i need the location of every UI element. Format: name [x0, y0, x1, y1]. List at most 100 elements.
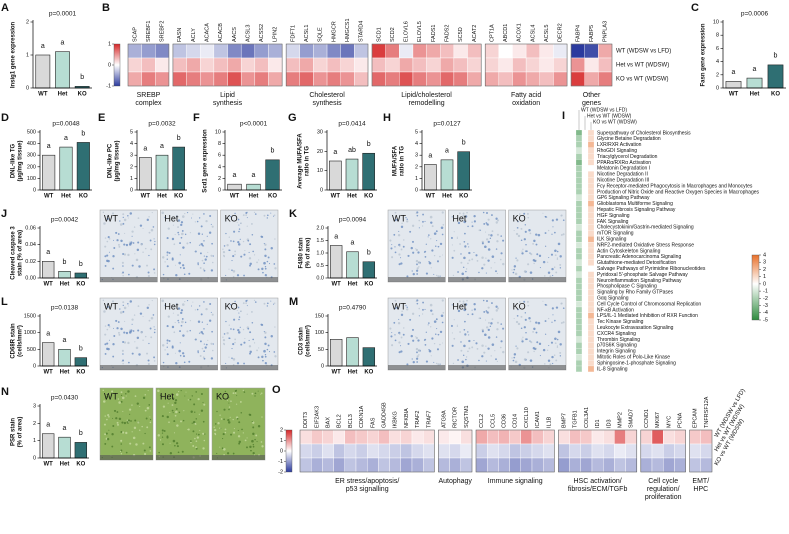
- texture-dot: [520, 315, 523, 318]
- heatmap-cell: [651, 429, 664, 445]
- texture-dot: [440, 314, 444, 318]
- texture-dot: [104, 237, 107, 239]
- bar: [725, 81, 742, 89]
- y-tick-label: 100: [315, 330, 324, 336]
- texture-dot: [394, 299, 397, 302]
- column-label: FABP4: [575, 25, 581, 42]
- texture-dot: [471, 221, 473, 223]
- texture-dot: [167, 315, 170, 318]
- column-label: ELOVL6: [404, 21, 410, 42]
- group-label: synthesis: [312, 100, 342, 107]
- texture-dot: [166, 237, 169, 240]
- bar: [440, 159, 454, 191]
- texture-dot: [106, 342, 109, 345]
- heatmap-cell: [581, 324, 589, 331]
- texture-dot: [261, 267, 264, 271]
- texture-dot: [518, 213, 521, 215]
- texture-dot: [192, 420, 196, 424]
- heatmap-cell: [581, 165, 589, 172]
- texture-dot: [264, 248, 267, 251]
- texture-dot: [471, 225, 474, 228]
- texture-dot: [216, 452, 218, 455]
- column-label: ACSL5: [544, 25, 550, 42]
- texture-dot: [468, 251, 471, 255]
- texture-dot: [236, 417, 239, 420]
- texture-dot: [260, 323, 263, 326]
- texture-dot: [173, 432, 175, 434]
- texture-dot: [194, 422, 197, 425]
- heatmap-cell: [581, 224, 589, 231]
- heatmap-cell: [587, 135, 595, 142]
- texture-dot: [153, 243, 156, 246]
- texture-dot: [202, 420, 205, 423]
- texture-dot: [177, 314, 179, 316]
- texture-dot: [192, 445, 195, 447]
- texture-dot: [196, 436, 199, 439]
- texture-dot: [257, 268, 260, 271]
- texture-dot: [172, 224, 174, 226]
- texture-dot: [146, 264, 149, 267]
- texture-dot: [233, 428, 235, 430]
- heatmap-cell: [575, 330, 583, 337]
- texture-dot: [238, 316, 241, 318]
- texture-dot: [425, 272, 429, 275]
- texture-dot: [108, 251, 110, 253]
- texture-dot: [500, 252, 503, 255]
- texture-dot: [112, 417, 114, 419]
- texture-dot: [152, 314, 155, 316]
- heatmap-cell: [389, 429, 402, 445]
- y-tick-label: 0: [415, 187, 418, 193]
- heatmap-cell: [467, 43, 482, 59]
- texture-dot: [231, 347, 233, 350]
- y-tick-label: 500: [27, 129, 36, 135]
- heatmap-cell: [520, 457, 533, 473]
- column-label: FADS2: [445, 25, 451, 42]
- texture-dot: [178, 322, 180, 324]
- texture-dot: [391, 344, 394, 347]
- texture-dot: [415, 212, 418, 215]
- texture-dot: [435, 333, 437, 335]
- texture-dot: [124, 320, 126, 323]
- texture-dot: [255, 434, 258, 437]
- texture-dot: [486, 223, 489, 226]
- texture-dot: [551, 307, 554, 310]
- heatmap-cell: [313, 43, 328, 59]
- texture-dot: [181, 450, 184, 453]
- colorbar-label: 3: [763, 260, 766, 266]
- texture-dot: [236, 395, 238, 397]
- texture-dot: [551, 267, 554, 271]
- heatmap-cell: [213, 71, 228, 87]
- texture-dot: [126, 419, 129, 422]
- column-label: EIF2AK3: [314, 406, 320, 428]
- texture-dot: [213, 426, 215, 428]
- texture-dot: [500, 340, 503, 343]
- texture-dot: [483, 310, 486, 313]
- heatmap-cell: [467, 57, 482, 73]
- bar: [265, 159, 280, 191]
- x-tick-label: KO: [364, 194, 373, 200]
- texture-dot: [556, 346, 559, 348]
- texture-dot: [203, 262, 205, 264]
- texture-dot: [400, 313, 404, 317]
- texture-dot: [415, 248, 417, 250]
- texture-dot: [452, 362, 455, 365]
- texture-dot: [512, 359, 515, 362]
- heatmap-cell: [625, 443, 637, 459]
- texture-dot: [391, 244, 393, 246]
- texture-dot: [518, 301, 521, 303]
- significance-letter: b: [63, 259, 67, 266]
- y-tick-label: 2: [218, 176, 221, 182]
- texture-dot: [239, 238, 241, 240]
- texture-dot: [416, 273, 419, 275]
- texture-dot: [134, 395, 137, 398]
- texture-dot: [457, 271, 459, 273]
- scale-strip: [508, 365, 566, 370]
- group-label: HSC activation/: [573, 478, 621, 485]
- texture-dot: [490, 267, 492, 269]
- texture-dot: [274, 238, 276, 240]
- heatmap-cell: [614, 429, 626, 445]
- column-label: MKI67: [655, 412, 661, 428]
- y-axis-label: (cells/mm²): [17, 325, 24, 357]
- texture-dot: [411, 328, 414, 331]
- bar: [59, 146, 73, 191]
